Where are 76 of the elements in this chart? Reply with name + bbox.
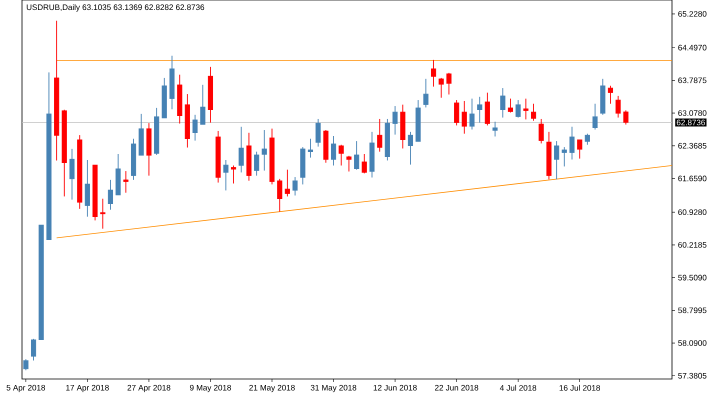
y-tick-label: 58.0900 — [678, 340, 706, 346]
candlestick — [523, 98, 528, 120]
candlestick — [569, 126, 575, 160]
x-tick-label: 12 Jun 2018 — [374, 384, 417, 391]
candlestick — [530, 103, 536, 122]
candlestick — [623, 110, 628, 126]
candlestick — [484, 92, 490, 126]
candlestick — [84, 160, 90, 218]
y-tick-label: 58.7995 — [678, 307, 706, 314]
candlestick — [284, 169, 290, 197]
candlestick — [584, 133, 590, 146]
chart-title: USDRUB,Daily 63.1035 63.1369 62.8282 62.8736 — [26, 4, 204, 12]
candlestick — [100, 198, 106, 230]
candlestick — [200, 84, 206, 125]
candlestick — [292, 176, 298, 196]
y-tick-label: 62.3685 — [678, 142, 706, 149]
y-tick-label: 60.2185 — [678, 242, 706, 248]
candlestick — [608, 85, 614, 104]
y-tick-label: 60.9280 — [678, 209, 706, 216]
candlestick — [408, 131, 414, 166]
candlestick — [469, 98, 475, 130]
candlestick — [354, 140, 360, 170]
x-tick-label: 9 May 2018 — [190, 384, 231, 392]
candlestick — [462, 100, 467, 134]
candlestick — [362, 154, 367, 174]
x-tick-label: 31 May 2018 — [310, 384, 356, 392]
y-tick-label: 63.0780 — [678, 110, 706, 116]
candlestick — [30, 338, 36, 362]
x-tick-label: 16 Jul 2018 — [560, 384, 600, 391]
candlestick — [500, 88, 506, 118]
x-tick-label: 17 Apr 2018 — [66, 384, 109, 392]
candlestick — [554, 140, 560, 180]
y-tick-label: 64.4970 — [678, 44, 706, 50]
candlestick — [238, 126, 244, 173]
candlestick — [338, 144, 344, 166]
x-tick-label: 22 Jun 2018 — [435, 384, 478, 391]
x-tick-label: 4 Jul 2018 — [500, 384, 536, 391]
candlestick — [192, 114, 198, 142]
y-tick-label: 57.3805 — [678, 372, 706, 379]
candlestick — [477, 96, 482, 124]
x-tick-label: 21 May 2018 — [249, 384, 295, 392]
candlestick — [446, 72, 452, 95]
candlestick — [392, 106, 398, 136]
candlestick — [562, 146, 567, 167]
candlestick — [592, 103, 598, 130]
candlestick — [308, 138, 314, 158]
ref-line-label: 62.8736 — [676, 120, 705, 126]
candlestick — [454, 100, 460, 126]
candlestick — [377, 118, 382, 152]
candlestick — [438, 77, 444, 98]
candlestick — [69, 148, 75, 200]
candlestick — [230, 165, 236, 184]
y-tick-label: 59.5090 — [678, 274, 706, 280]
y-tick-label: 61.6590 — [678, 176, 706, 182]
x-tick-label: 5 Apr 2018 — [6, 384, 46, 392]
candlestick — [23, 358, 28, 371]
candlestick — [123, 170, 128, 194]
candlestick — [423, 78, 428, 108]
candlestick — [316, 118, 321, 148]
x-tick-label: 27 Apr 2018 — [128, 384, 170, 392]
candlestick — [430, 59, 436, 88]
candlestick — [346, 155, 352, 172]
candlestick — [508, 98, 514, 113]
candlestick — [330, 136, 336, 166]
candlestick — [616, 95, 621, 118]
candlestick — [108, 179, 114, 210]
candlestick — [277, 178, 282, 212]
candlestick — [254, 151, 260, 176]
candlestick — [262, 130, 267, 172]
candlestick — [492, 121, 498, 137]
candlestick — [516, 100, 521, 118]
candlestick — [223, 160, 228, 191]
candlestick — [538, 118, 544, 144]
y-tick-label: 65.2280 — [678, 11, 706, 17]
y-tick-label: 63.7875 — [678, 78, 706, 84]
candlestick — [577, 139, 582, 160]
